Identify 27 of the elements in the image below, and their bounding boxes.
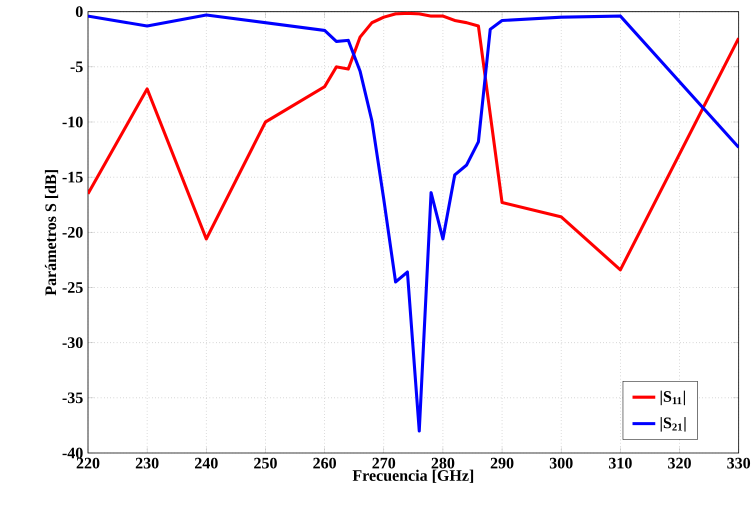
x-axis-title: Frecuencia [GHz] (352, 470, 474, 483)
y-tick-label: -5 (70, 62, 83, 72)
y-tick-label: -35 (62, 392, 83, 404)
x-tick-label: 320 (668, 458, 691, 468)
x-tick-label: 270 (372, 458, 396, 468)
line-series (88, 12, 739, 272)
x-tick-label: 240 (194, 458, 218, 468)
y-tick-label: -25 (62, 282, 83, 293)
x-tick-label: 330 (727, 458, 750, 468)
y-tick-label: -30 (62, 337, 83, 348)
y-tick-label: -40 (62, 448, 83, 458)
x-tick-label: 310 (608, 458, 632, 468)
y-tick-label: -10 (62, 116, 83, 128)
x-tick-label: 220 (76, 458, 100, 468)
y-tick-label: 0 (76, 6, 83, 18)
y-axis-title: Parámetros S [dB] (44, 170, 58, 296)
x-tick-label: 230 (136, 458, 159, 468)
y-tick-label: -20 (62, 226, 83, 238)
x-tick-label: 300 (550, 458, 573, 468)
x-tick-label: 250 (254, 458, 277, 468)
legend-label: |S$_{11}$| (660, 390, 685, 406)
x-tick-label: 290 (490, 458, 514, 468)
y-tick-label: -15 (62, 172, 83, 183)
line-series (88, 13, 739, 432)
legend-label: |S$_{21}$| (660, 417, 686, 432)
x-tick-label: 280 (432, 458, 454, 468)
x-tick-label: 260 (313, 458, 336, 468)
